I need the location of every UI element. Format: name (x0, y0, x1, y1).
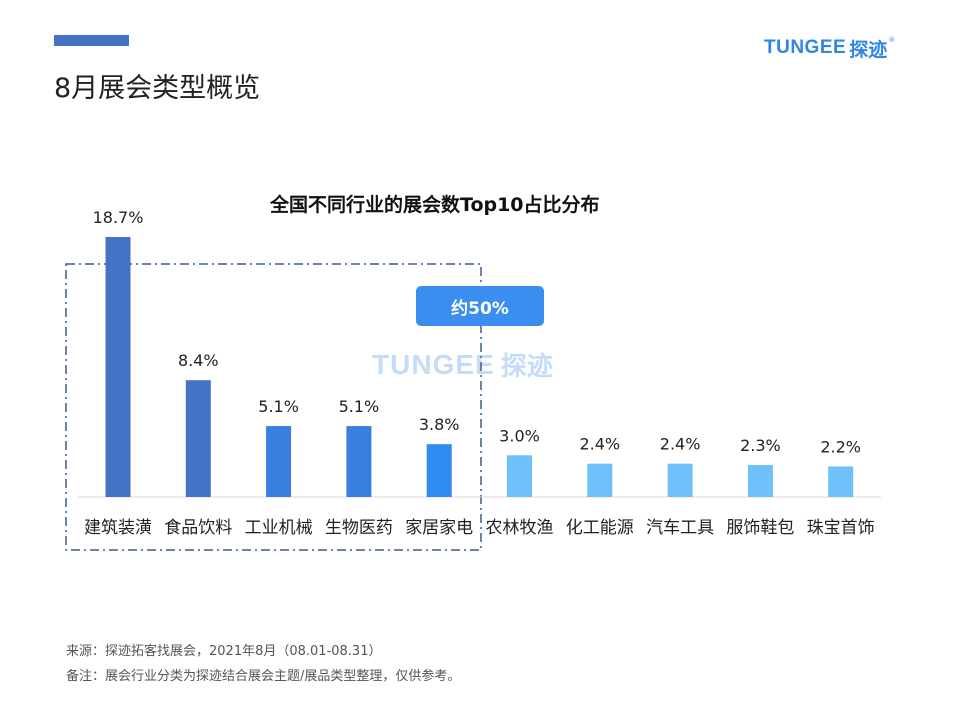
category-label-10: 珠宝首饰 (807, 518, 875, 538)
brand-logo: TUNGEE 探迹 ® (764, 36, 896, 61)
data-label-6: 3.0% (499, 426, 540, 445)
data-label-9: 2.3% (740, 436, 781, 455)
logo-wordmark: TUNGEE (764, 37, 847, 58)
bar-10 (828, 466, 854, 497)
source-footnote: 来源：探迹拓客找展会，2021年8月（08.01-08.31） (66, 644, 382, 659)
data-label-8: 2.4% (660, 435, 701, 454)
category-label-8: 汽车工具 (646, 518, 714, 538)
logo-chinese: 探迹 (849, 38, 888, 61)
category-label-6: 农林牧渔 (486, 518, 554, 538)
category-label-2: 食品饮料 (164, 518, 232, 538)
remark-footnote: 备注：展会行业分类为探迹结合展会主题/展品类型整理，仅供参考。 (66, 669, 461, 684)
watermark-wordmark: TUNGEE (372, 348, 495, 380)
watermark: TUNGEE 探迹 (372, 346, 553, 383)
data-label-7: 2.4% (579, 435, 620, 454)
bar-8 (667, 463, 693, 497)
category-label-9: 服饰鞋包 (726, 518, 794, 538)
category-label-5: 家居家电 (405, 518, 473, 538)
highlight-group-box (65, 263, 482, 551)
bar-3 (266, 426, 292, 497)
logo-registered-mark: ® (888, 36, 896, 44)
category-label-4: 生物医药 (325, 518, 393, 538)
data-label-3: 5.1% (258, 397, 299, 416)
chart-title: 全国不同行业的展会数Top10占比分布 (270, 194, 600, 216)
category-label-7: 化工能源 (566, 518, 634, 538)
bar-7 (587, 463, 613, 497)
data-label-4: 5.1% (339, 397, 380, 416)
bar-2 (185, 380, 211, 497)
data-label-2: 8.4% (178, 351, 219, 370)
bar-6 (507, 455, 532, 497)
watermark-chinese: 探迹 (500, 352, 553, 382)
data-label-10: 2.2% (820, 437, 861, 456)
data-label-1: 18.7% (93, 208, 144, 227)
highlight-callout-label: 约50% (416, 286, 544, 326)
accent-bar (54, 35, 129, 46)
category-label-3: 工业机械 (245, 518, 313, 538)
bar-9 (747, 465, 773, 497)
page-title: 8月展会类型概览 (54, 73, 261, 104)
category-label-1: 建筑装潢 (84, 518, 152, 538)
data-label-5: 3.8% (419, 415, 460, 434)
bar-4 (346, 426, 372, 497)
bar-5 (426, 444, 452, 497)
bar-1 (105, 237, 131, 497)
bars-layer: 18.7% 建筑装潢 8.4% 食品饮料 5.1% 工业机械 5.1% 生物医药 3.8% 家居家… (84, 208, 875, 538)
